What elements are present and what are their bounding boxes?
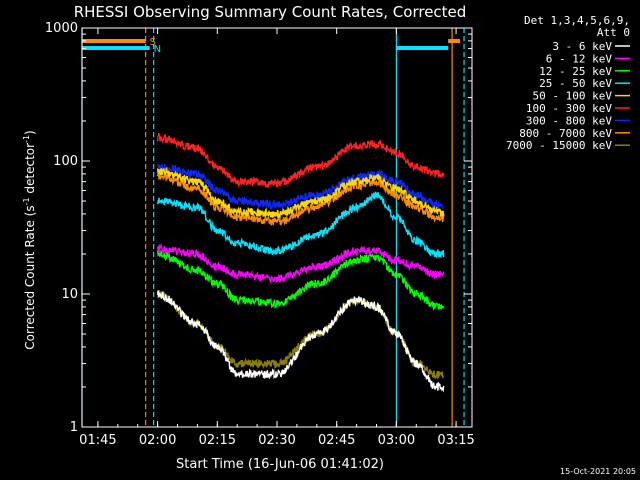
footer-date: 15-Oct-2021 20:05 [560, 467, 636, 476]
legend-header-line-2: Att 0 [597, 26, 630, 39]
legend-entry-label: 6 - 12 keV [546, 52, 613, 65]
y-axis-label-part-3: ) [23, 130, 37, 135]
legend-entry-label: 50 - 100 keV [533, 90, 613, 103]
series-line [156, 133, 445, 189]
y-tick-label: 10 [61, 287, 78, 302]
legend-entry-label: 3 - 6 keV [552, 40, 612, 53]
flag-label: S [150, 37, 156, 48]
legend-entry-label: 25 - 50 keV [539, 77, 612, 90]
series-line [156, 242, 445, 285]
y-axis-label-sup-1: -1 [22, 197, 31, 205]
series-line [156, 290, 445, 393]
y-axis-label-sup-2: -1 [22, 135, 31, 143]
series-line [156, 191, 445, 259]
x-tick-label: 02:00 [139, 433, 176, 448]
y-tick-label: 100 [53, 154, 78, 169]
x-tick-label: 03:00 [378, 433, 415, 448]
x-axis-label: Start Time (16-Jun-06 01:41:02) [176, 457, 384, 472]
legend-entry-label: 7000 - 15000 keV [506, 139, 612, 152]
y-axis-label-part-2: detector [23, 143, 37, 198]
x-tick-label: 02:45 [318, 433, 355, 448]
legend-entry-label: 800 - 7000 keV [519, 127, 612, 140]
y-axis-label: Corrected Count Rate (s-1 detector-1) [22, 130, 37, 349]
flags-layer: SN [82, 37, 461, 55]
x-tick-label: 02:30 [258, 433, 295, 448]
legend-entry-label: 100 - 300 keV [526, 102, 612, 115]
plot-frame [81, 27, 473, 428]
chart-title: RHESSI Observing Summary Count Rates, Co… [74, 3, 467, 21]
x-tick-label: 02:15 [199, 433, 236, 448]
x-tick-label: 01:45 [79, 433, 116, 448]
y-tick-label: 1000 [45, 21, 78, 36]
y-tick-label: 1 [70, 420, 78, 435]
flag-label: N [154, 44, 161, 55]
x-tick-label: 03:15 [437, 433, 474, 448]
series-line [156, 171, 445, 227]
legend-entry-label: 300 - 800 keV [526, 114, 612, 127]
axes-layer: 01:45 02:00 02:15 02:30 02:45 03:00 03:15 1 10 10… [45, 21, 475, 448]
y-axis-label-part-1: Corrected Count Rate (s [23, 205, 37, 349]
legend-header-line-1: Det 1,3,4,5,6,9, [524, 14, 630, 27]
series-line [156, 166, 445, 220]
series-layer [156, 133, 445, 393]
series-line [156, 250, 445, 311]
series-line [156, 163, 444, 212]
legend-entry-label: 12 - 25 keV [539, 65, 612, 78]
vertical-lines-layer [81, 28, 465, 427]
